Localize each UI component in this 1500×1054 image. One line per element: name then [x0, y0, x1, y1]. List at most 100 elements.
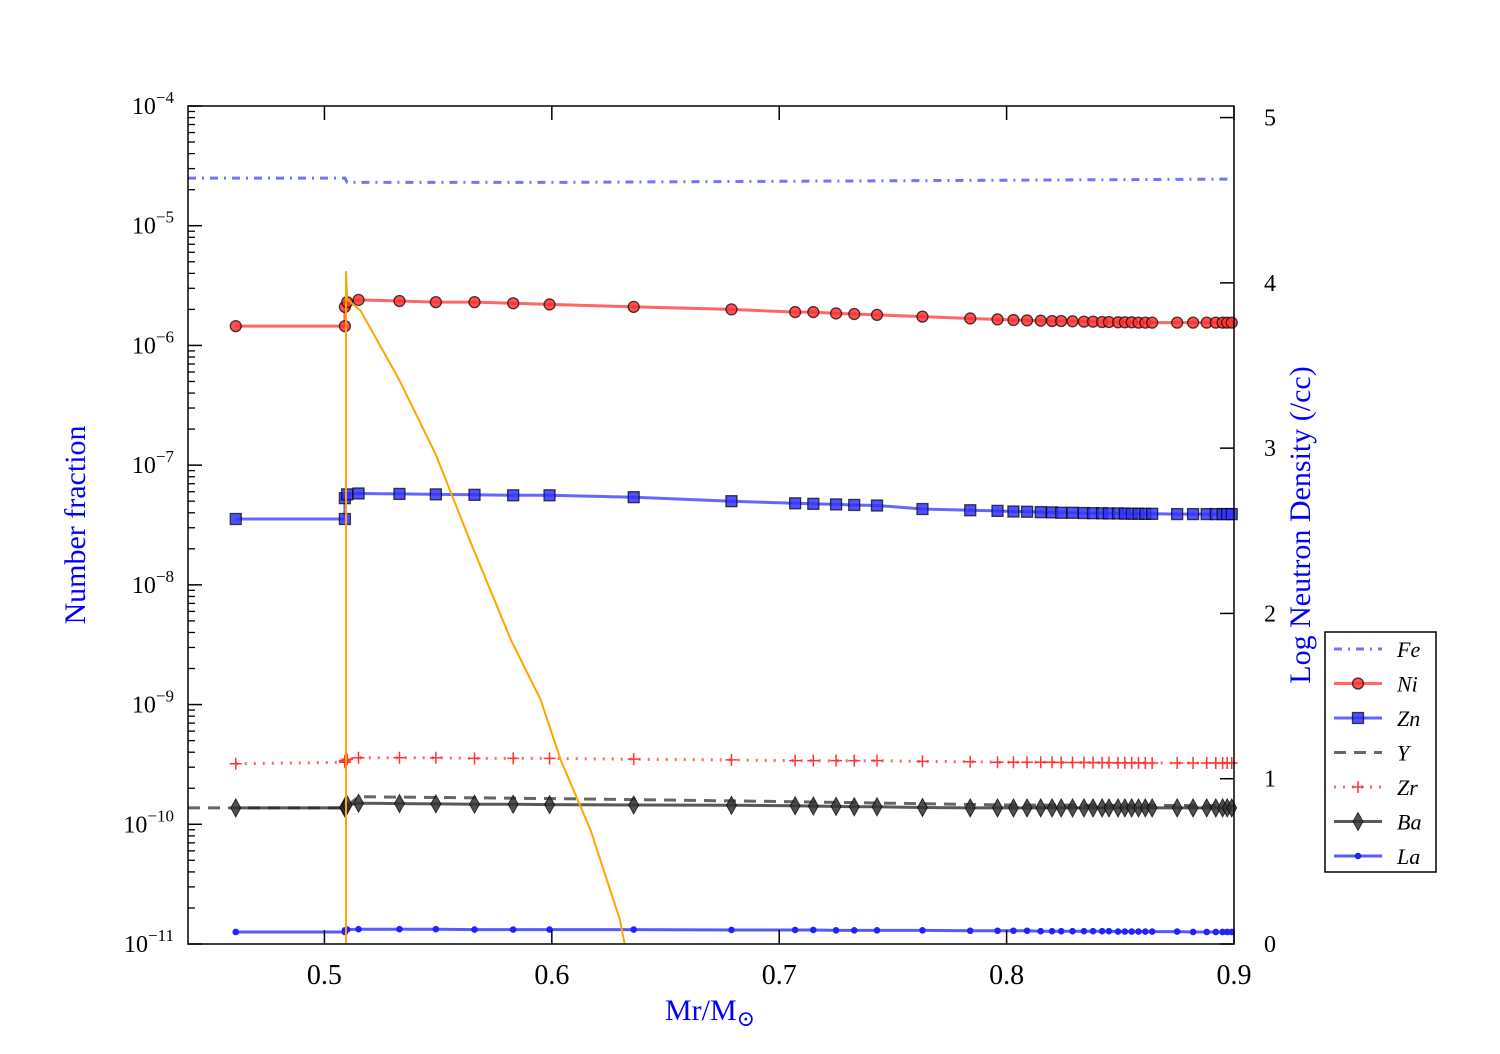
y-left-tick-label: 10−6 — [132, 327, 174, 359]
series-zr — [229, 751, 1238, 770]
data-point-ba — [1171, 797, 1183, 818]
y-right-tick-label: 5 — [1264, 106, 1276, 132]
data-point-zr — [789, 754, 802, 767]
data-point-ni — [1225, 316, 1238, 329]
series-ni — [229, 293, 1238, 333]
y-left-tick-label: 10−5 — [132, 208, 174, 240]
data-point-ni — [1186, 316, 1200, 329]
data-point-la — [810, 926, 817, 934]
data-point-la — [1135, 928, 1142, 935]
legend-item-fe: Fe — [1334, 637, 1420, 662]
data-point-zr — [848, 754, 861, 767]
data-point-zr — [338, 754, 351, 767]
tick-exponent: −11 — [148, 926, 174, 945]
data-point-ni — [543, 298, 556, 311]
y-left-tick-label: 10−9 — [132, 687, 174, 719]
data-point-ba — [916, 797, 929, 818]
data-point-ba — [468, 794, 481, 815]
x-axis-label-main: Mr/M — [665, 994, 737, 1027]
data-point-la — [1223, 928, 1231, 936]
y-right-tick-label: 0 — [1264, 932, 1276, 958]
series-log-neutron-density — [345, 271, 626, 945]
tick-base: 10 — [123, 812, 147, 838]
data-point-zr — [1034, 756, 1047, 769]
legend-label: Zr — [1397, 775, 1418, 800]
series-line-y — [188, 795, 1235, 810]
data-point-ni — [507, 297, 520, 310]
data-point-zr — [1021, 756, 1034, 769]
data-point-la — [1069, 927, 1076, 935]
data-point-zr — [1171, 757, 1184, 770]
data-point-ba — [628, 794, 640, 815]
legend-item-ni: Ni — [1334, 672, 1418, 697]
data-point-ni — [916, 310, 929, 323]
x-tick-label: 0.5 — [307, 960, 342, 991]
data-point-zn — [543, 489, 556, 502]
data-point-ba — [848, 796, 860, 817]
tick-base: 10 — [132, 573, 156, 599]
data-point-la — [232, 928, 240, 936]
data-point-ba — [230, 797, 242, 818]
y-right-tick-label: 3 — [1264, 436, 1276, 462]
legend-item-y: Y — [1334, 741, 1412, 766]
data-point-ba — [393, 793, 406, 814]
data-point-ni — [848, 307, 861, 321]
legend-item-zn: Zn — [1334, 706, 1420, 731]
data-point-ni — [964, 312, 977, 325]
y-left-tick-label: 10−7 — [132, 447, 175, 479]
data-point-ba — [1055, 797, 1067, 818]
data-point-ba — [830, 796, 842, 817]
data-point-la — [966, 927, 974, 935]
y-left-tick-label: 10−8 — [132, 567, 174, 599]
data-point-zn — [229, 512, 242, 526]
data-point-zr — [964, 755, 977, 768]
series-line-log-neutron-density — [345, 271, 626, 945]
tick-exponent: −5 — [156, 208, 174, 227]
data-point-la — [1128, 928, 1135, 935]
data-point-ba — [543, 794, 556, 815]
data-point-zr — [1187, 757, 1200, 770]
data-point-ni — [393, 294, 406, 308]
data-point-zn — [338, 512, 352, 526]
data-point-la — [1114, 928, 1122, 935]
data-point-la — [471, 926, 478, 933]
data-point-zn — [829, 498, 843, 511]
data-point-la — [1148, 928, 1156, 935]
legend-marker — [1352, 781, 1364, 793]
axis-layer: 0.5 0.6 0.7 0.8 0.910−410−510−610−710−810−91… — [123, 88, 1276, 991]
x-axis-label-sun-symbol: ⊙ — [737, 1006, 755, 1031]
data-point-ni — [870, 308, 884, 322]
data-point-ba — [352, 793, 365, 814]
legend-label: Y — [1397, 741, 1412, 766]
data-point-ba — [991, 797, 1004, 818]
legend-marker — [1352, 811, 1364, 832]
data-point-zr — [916, 755, 929, 768]
data-point-la — [994, 927, 1001, 935]
plot-frame — [187, 105, 1235, 945]
data-point-zn — [964, 504, 977, 517]
data-point-zr — [507, 752, 520, 765]
data-point-ni — [1066, 315, 1079, 328]
series-y — [188, 795, 1235, 810]
data-point-la — [1212, 928, 1220, 936]
data-point-ba — [1146, 797, 1158, 818]
tick-exponent: −4 — [156, 88, 175, 107]
data-point-zn — [807, 497, 820, 510]
data-point-zn — [1007, 505, 1020, 518]
data-point-ba — [1066, 797, 1079, 818]
data-point-ni — [429, 295, 443, 309]
data-point-la — [1080, 927, 1088, 935]
data-point-ni — [352, 293, 365, 307]
data-point-zr — [1055, 756, 1068, 769]
data-point-zn — [352, 487, 365, 500]
data-point-ni — [991, 313, 1004, 326]
data-point-la — [343, 926, 351, 933]
data-point-la — [396, 925, 403, 933]
data-point-la — [1057, 927, 1065, 935]
data-point-ba — [871, 796, 883, 817]
tick-base: 10 — [124, 932, 148, 958]
data-point-ba — [1046, 797, 1058, 818]
data-point-ba — [1187, 797, 1199, 818]
tick-base: 10 — [132, 693, 156, 719]
data-point-zr — [725, 753, 738, 766]
